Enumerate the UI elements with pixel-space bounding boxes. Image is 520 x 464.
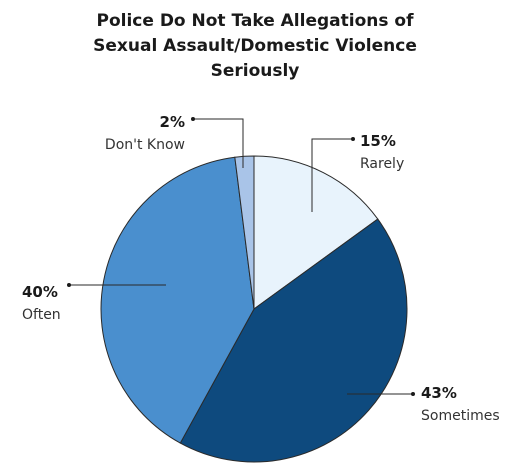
pie-slice-rarely [253, 155, 379, 310]
leader-dot [411, 392, 415, 396]
pie-slice-often [100, 156, 255, 444]
chart-title-line-1: Police Do Not Take Allegations of [97, 11, 415, 31]
chart-title-line-3: Seriously [211, 61, 300, 81]
leader-dot [67, 283, 71, 287]
pie-slice-sometimes [179, 218, 408, 463]
pie-slices [100, 155, 408, 463]
leader-dot [191, 117, 195, 121]
leader-line [193, 118, 244, 168]
data-label-category: Sometimes [421, 408, 500, 424]
data-label-value: 43% [421, 384, 457, 402]
chart-title-line-2: Sexual Assault/Domestic Violence [93, 36, 417, 56]
data-label-value: 40% [22, 283, 58, 301]
leader-lines [67, 117, 415, 396]
data-label-category: Don't Know [105, 137, 185, 153]
pie-slice-don-t-know [234, 155, 255, 310]
data-label-value: 15% [360, 132, 396, 150]
slice-labels: 15% Rarely 43% Sometimes 40% Often 2% Don't Kno… [22, 113, 500, 424]
data-label-category: Rarely [360, 156, 404, 172]
leader-dot [351, 137, 355, 141]
data-label-category: Often [22, 307, 61, 323]
leader-line [311, 138, 353, 212]
data-label-value: 2% [160, 113, 185, 131]
